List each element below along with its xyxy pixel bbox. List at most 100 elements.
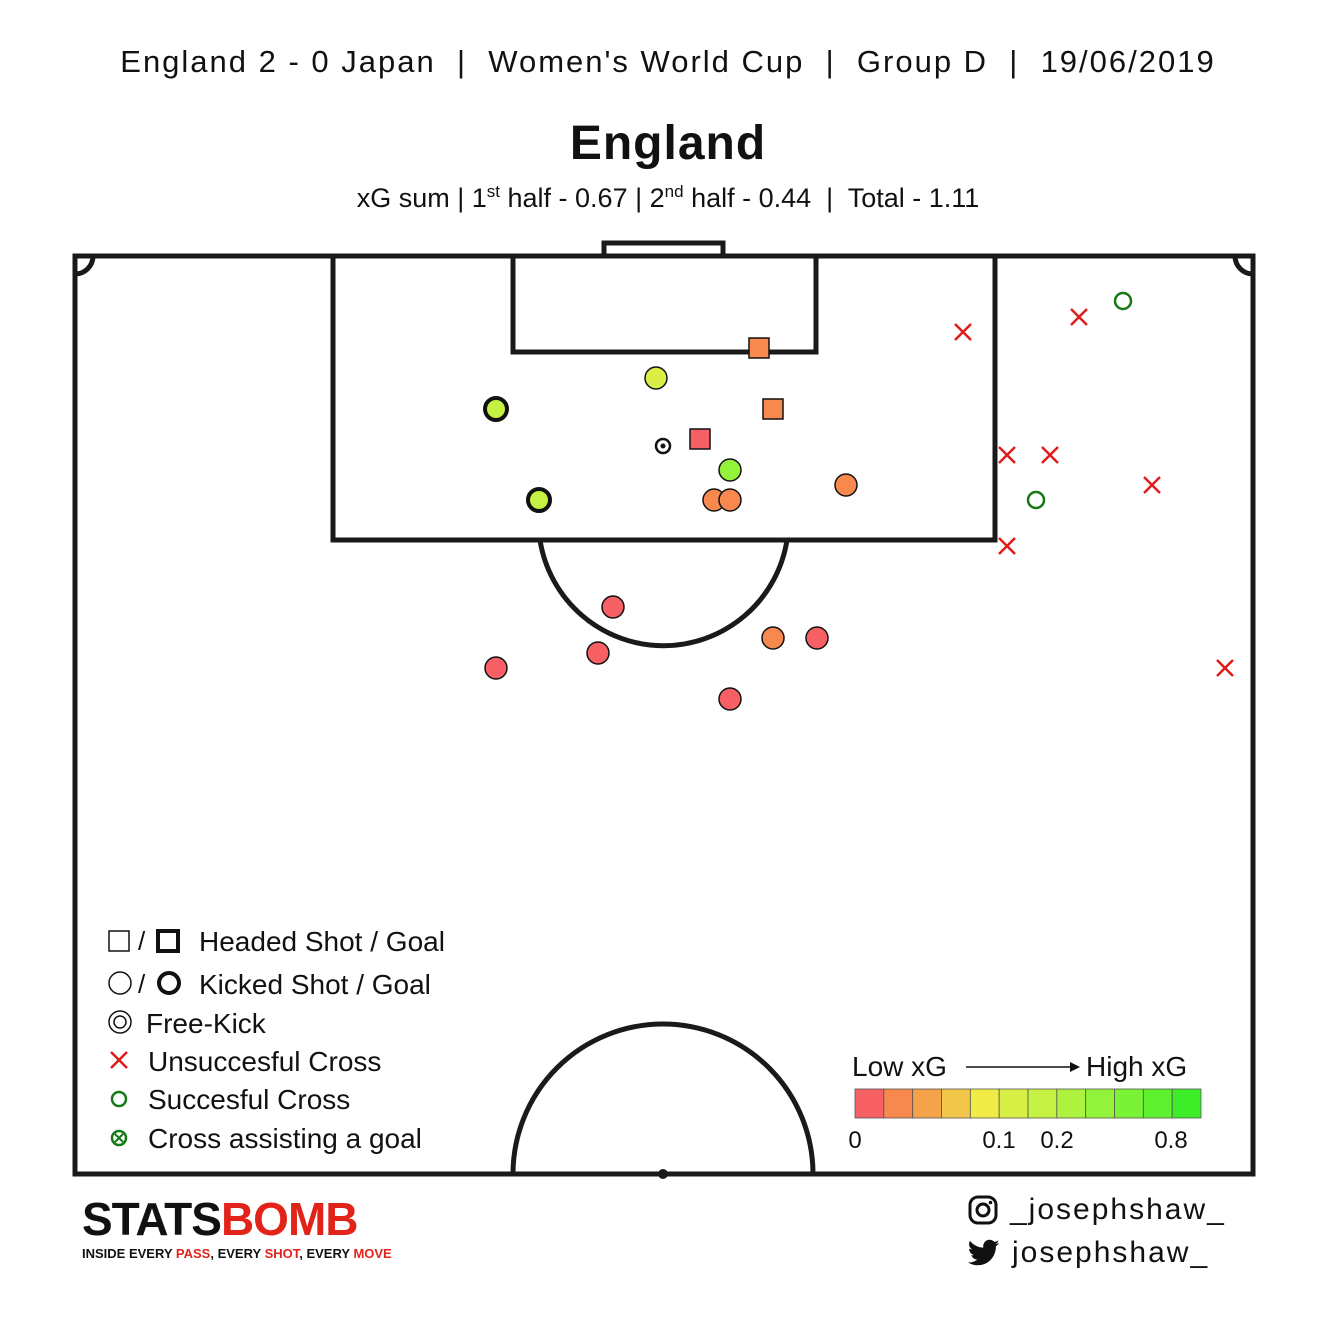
second-half-ordinal: 2 bbox=[649, 183, 665, 213]
colorbar-cells bbox=[854, 1088, 1202, 1119]
tag-part-2: PASS bbox=[175, 1246, 211, 1261]
colorbar-tick-3: 0.8 bbox=[1154, 1127, 1187, 1154]
colorbar-high-label: High xG bbox=[1086, 1051, 1187, 1082]
match-info: England 2 - 0 Japan | Women's World Cup … bbox=[120, 44, 1216, 79]
kicked-goal-mark bbox=[526, 487, 552, 513]
kicked-shot-mark bbox=[761, 626, 785, 650]
legend-free-kick-inner-icon bbox=[113, 1015, 127, 1029]
brand-tagline: INSIDE EVERY PASS, EVERY SHOT, EVERY MOV… bbox=[82, 1246, 392, 1261]
legend-successful-cross-icon bbox=[110, 1090, 128, 1108]
brand-stats: STATS bbox=[82, 1193, 222, 1245]
colorbar-cell bbox=[912, 1088, 942, 1119]
team-title: England bbox=[569, 117, 767, 170]
colorbar-cell bbox=[1142, 1088, 1173, 1119]
unsuccessful-cross-mark bbox=[1041, 446, 1059, 464]
unsuccessful-cross-mark bbox=[1070, 308, 1088, 326]
tag-part-1: INSIDE EVERY bbox=[82, 1246, 176, 1261]
kicked-shot-mark bbox=[644, 366, 668, 390]
legend-assist-cross-x-icon bbox=[114, 1133, 124, 1143]
kicked-shot-mark bbox=[834, 473, 858, 497]
instagram-handle[interactable]: _josephshaw_ bbox=[968, 1193, 1226, 1227]
twitter-icon bbox=[968, 1239, 1000, 1266]
second-half-xg: half - 0.44 bbox=[683, 183, 812, 213]
colorbar: Low xG High xG 0 0.1 0.2 0.8 bbox=[848, 1051, 1202, 1154]
legend-assist-cross-label: Cross assisting a goal bbox=[148, 1123, 422, 1154]
legend-kicked-goal-icon bbox=[157, 971, 181, 995]
legend-slash: / bbox=[138, 969, 146, 999]
tag-part-4: SHOT bbox=[264, 1246, 300, 1261]
successful-cross-mark bbox=[1113, 291, 1133, 311]
headed-shot-mark bbox=[762, 398, 784, 420]
penalty-area bbox=[330, 253, 998, 543]
legend-assist-cross-icon bbox=[110, 1129, 128, 1147]
colorbar-tick-0: 0 bbox=[848, 1127, 861, 1154]
legend-unsuccessful-cross-icon bbox=[110, 1051, 128, 1069]
tag-part-3: , EVERY bbox=[210, 1246, 265, 1261]
legend-unsuccessful-cross-label: Unsuccesful Cross bbox=[148, 1046, 381, 1077]
colorbar-cell bbox=[969, 1088, 1000, 1119]
unsuccessful-cross-mark bbox=[1143, 476, 1161, 494]
instagram-icon bbox=[968, 1195, 998, 1225]
twitter-handle-text: josephshaw_ bbox=[1012, 1236, 1210, 1269]
penalty-arc bbox=[537, 539, 790, 649]
twitter-handle[interactable]: josephshaw_ bbox=[968, 1236, 1209, 1270]
corner-arc-left bbox=[74, 255, 96, 277]
tag-part-6: MOVE bbox=[353, 1246, 392, 1261]
legend-headed-shot-icon bbox=[108, 930, 130, 952]
unsuccessful-cross-mark bbox=[998, 446, 1016, 464]
kicked-shot-mark bbox=[718, 488, 742, 512]
centre-spot bbox=[658, 1169, 668, 1179]
shot-marks bbox=[483, 291, 1234, 711]
kicked-shot-mark bbox=[718, 458, 742, 482]
colorbar-cell bbox=[941, 1088, 971, 1119]
six-yard-box bbox=[510, 253, 819, 355]
headed-shot-mark bbox=[748, 337, 770, 359]
colorbar-tick-2: 0.2 bbox=[1040, 1127, 1073, 1154]
kicked-shot-mark bbox=[805, 626, 829, 650]
total-xg: Total - 1.11 bbox=[847, 183, 980, 213]
colorbar-cell bbox=[1027, 1088, 1058, 1119]
kicked-shot-mark bbox=[718, 687, 742, 711]
colorbar-cell bbox=[1056, 1088, 1087, 1119]
corner-arc-right bbox=[1232, 255, 1254, 277]
second-half-suffix: nd bbox=[664, 182, 684, 201]
free-kick-mark bbox=[654, 437, 672, 455]
kicked-goal-mark bbox=[483, 396, 509, 422]
statsbomb-logo: STATSBOMB INSIDE EVERY PASS, EVERY SHOT,… bbox=[82, 1196, 392, 1261]
first-half-ordinal: 1 bbox=[471, 183, 487, 213]
centre-circle-arc bbox=[510, 1021, 816, 1175]
colorbar-tick-1: 0.1 bbox=[982, 1127, 1015, 1154]
legend-free-kick-label: Free-Kick bbox=[146, 1008, 267, 1039]
legend-kicked-shot-icon bbox=[108, 971, 132, 995]
legend-kicked-label: Kicked Shot / Goal bbox=[199, 969, 431, 1000]
legend-free-kick-icon bbox=[108, 1010, 132, 1034]
kicked-shot-mark bbox=[601, 595, 625, 619]
instagram-handle-text: _josephshaw_ bbox=[1010, 1193, 1226, 1226]
colorbar-cell bbox=[883, 1088, 914, 1119]
colorbar-low-label: Low xG bbox=[852, 1051, 947, 1082]
free-kick-mark-center bbox=[660, 443, 666, 449]
colorbar-cell bbox=[1171, 1088, 1202, 1119]
colorbar-cell bbox=[1114, 1088, 1144, 1119]
xg-sum-label: xG sum bbox=[356, 183, 450, 213]
tag-part-5: , EVERY bbox=[299, 1246, 354, 1261]
unsuccessful-cross-mark bbox=[954, 323, 972, 341]
first-half-suffix: st bbox=[486, 182, 501, 201]
legend-headed-goal-icon bbox=[156, 929, 180, 953]
unsuccessful-cross-mark bbox=[998, 537, 1016, 555]
colorbar-cell bbox=[854, 1088, 885, 1119]
colorbar-cell bbox=[1085, 1088, 1115, 1119]
successful-cross-mark bbox=[1026, 490, 1046, 510]
legend-slash: / bbox=[138, 926, 146, 956]
headed-shot-mark bbox=[689, 428, 711, 450]
brand-wordmark: STATSBOMB bbox=[82, 1196, 392, 1242]
kicked-shot-mark bbox=[484, 656, 508, 680]
legend: / Headed Shot / Goal / Kicked Shot / Goa… bbox=[108, 926, 445, 1154]
colorbar-cell bbox=[998, 1088, 1029, 1119]
xg-summary: xG sum | 1st half - 0.67 | 2nd half - 0.… bbox=[356, 182, 980, 213]
brand-bomb: BOMB bbox=[220, 1193, 359, 1245]
legend-headed-label: Headed Shot / Goal bbox=[199, 926, 445, 957]
legend-successful-cross-label: Succesful Cross bbox=[148, 1084, 350, 1115]
first-half-xg: half - 0.67 bbox=[500, 183, 628, 213]
